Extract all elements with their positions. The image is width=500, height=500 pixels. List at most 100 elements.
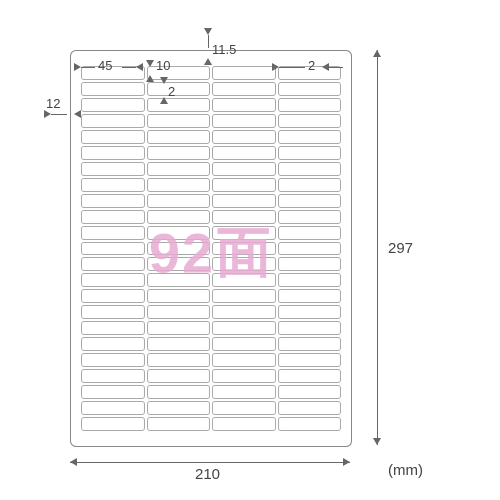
label-cell: [278, 242, 342, 256]
label-cell: [81, 162, 145, 176]
dim-left-margin: 12: [46, 96, 60, 111]
label-cell: [212, 242, 276, 256]
label-cell: [81, 242, 145, 256]
label-cell: [147, 273, 211, 287]
label-cell: [81, 226, 145, 240]
label-cell: [212, 369, 276, 383]
dim-total-height: 297: [388, 240, 413, 257]
arr: [204, 28, 212, 35]
label-cell: [278, 321, 342, 335]
label-cell: [212, 226, 276, 240]
label-cell: [81, 210, 145, 224]
label-cell: [81, 130, 145, 144]
label-cell: [212, 82, 276, 96]
label-cell: [147, 242, 211, 256]
label-cell: [81, 146, 145, 160]
width-dim-line: [70, 462, 350, 463]
label-cell: [278, 162, 342, 176]
height-dim-line: [377, 50, 378, 445]
label-cell: [81, 321, 145, 335]
label-cell: [147, 210, 211, 224]
label-cell: [212, 257, 276, 271]
label-cell: [278, 385, 342, 399]
label-cell: [278, 369, 342, 383]
width-arrow-left: [70, 458, 77, 466]
label-grid: [81, 66, 341, 431]
label-cell: [147, 130, 211, 144]
dim-row-gap: 2: [168, 84, 175, 99]
label-cell: [278, 210, 342, 224]
label-cell: [212, 146, 276, 160]
arr-line: [122, 67, 136, 68]
label-cell: [212, 162, 276, 176]
label-cell: [212, 289, 276, 303]
dim-top-margin: 11.5: [212, 42, 236, 57]
label-cell: [147, 114, 211, 128]
label-cell: [81, 66, 145, 80]
label-cell: [278, 305, 342, 319]
label-cell: [147, 194, 211, 208]
label-cell: [278, 257, 342, 271]
arr-line: [51, 114, 67, 115]
label-cell: [81, 337, 145, 351]
arr-line: [81, 67, 95, 68]
label-cell: [278, 98, 342, 112]
label-cell: [212, 178, 276, 192]
label-cell: [147, 369, 211, 383]
label-cell: [147, 178, 211, 192]
diagram-stage: 92面 45 10 11.5 2 2 12 297 210 (mm): [50, 30, 450, 470]
label-cell: [212, 194, 276, 208]
width-arrow-right: [343, 458, 350, 466]
label-cell: [81, 417, 145, 431]
label-cell: [81, 353, 145, 367]
label-sheet: 92面: [70, 50, 352, 447]
label-cell: [147, 98, 211, 112]
arr: [136, 63, 143, 71]
label-cell: [147, 417, 211, 431]
arr: [146, 60, 154, 67]
dim-label-height: 10: [156, 58, 170, 73]
label-cell: [212, 337, 276, 351]
label-cell: [212, 130, 276, 144]
label-cell: [147, 82, 211, 96]
label-cell: [81, 82, 145, 96]
arr-line: [329, 67, 343, 68]
label-cell: [278, 130, 342, 144]
arr-line: [279, 67, 305, 68]
arr: [160, 77, 168, 84]
label-cell: [81, 289, 145, 303]
label-cell: [147, 353, 211, 367]
label-cell: [147, 401, 211, 415]
label-cell: [147, 257, 211, 271]
label-cell: [212, 401, 276, 415]
arr: [74, 110, 81, 118]
label-cell: [278, 353, 342, 367]
label-cell: [81, 257, 145, 271]
arr: [322, 63, 329, 71]
arr: [146, 75, 154, 82]
label-cell: [278, 337, 342, 351]
label-cell: [81, 178, 145, 192]
label-cell: [278, 146, 342, 160]
label-cell: [147, 289, 211, 303]
height-arrow-up: [373, 50, 381, 57]
dim-total-width: 210: [195, 466, 220, 483]
label-cell: [81, 369, 145, 383]
arr: [204, 58, 212, 65]
label-cell: [147, 226, 211, 240]
label-cell: [278, 194, 342, 208]
label-cell: [81, 385, 145, 399]
label-cell: [147, 305, 211, 319]
height-arrow-down: [373, 438, 381, 445]
label-cell: [278, 273, 342, 287]
arr: [74, 63, 81, 71]
label-cell: [81, 194, 145, 208]
label-cell: [147, 321, 211, 335]
label-cell: [212, 210, 276, 224]
label-cell: [212, 98, 276, 112]
label-cell: [147, 146, 211, 160]
dim-label-width: 45: [98, 58, 112, 73]
label-cell: [81, 98, 145, 112]
label-cell: [212, 321, 276, 335]
label-cell: [278, 417, 342, 431]
